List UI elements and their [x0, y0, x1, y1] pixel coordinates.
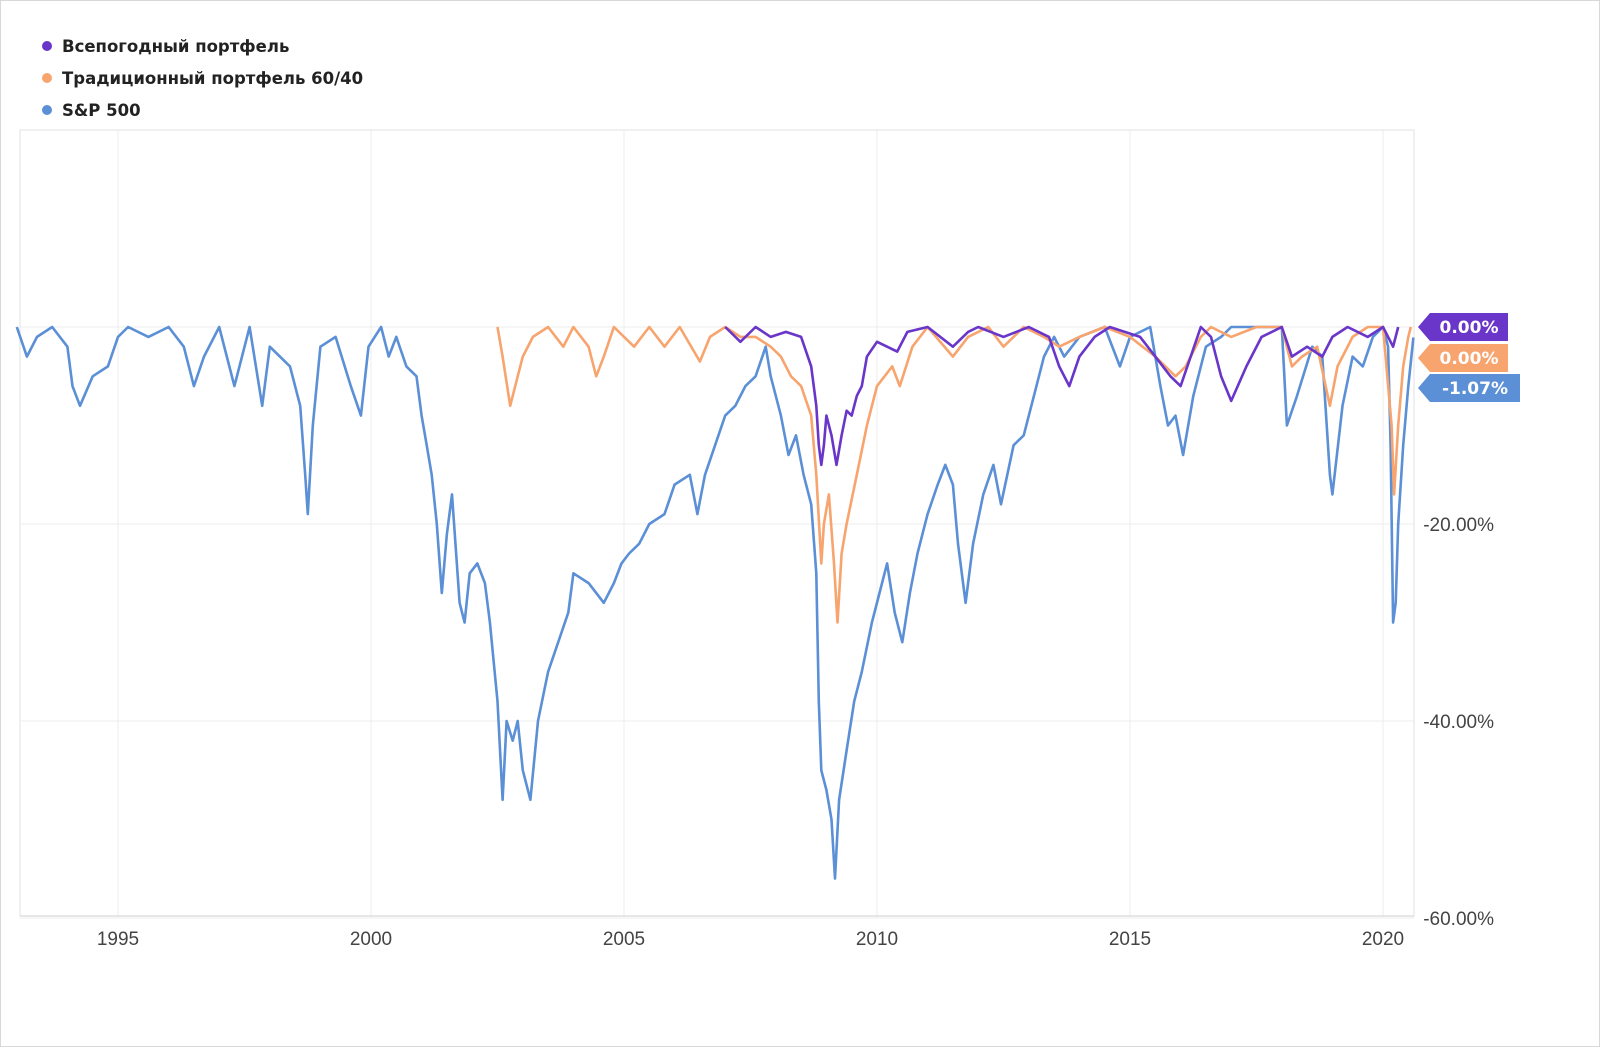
y-tick-label: -20.00% [1423, 515, 1494, 536]
end-badge-sp500 [1418, 374, 1520, 402]
end-badge-label: 0.00% [1440, 318, 1499, 338]
end-badge-label: -1.07% [1442, 379, 1508, 399]
x-tick-label: 2010 [856, 929, 898, 950]
x-tick-label: 2000 [350, 929, 392, 950]
y-tick-label: -60.00% [1423, 909, 1494, 930]
x-tick-label: 2005 [603, 929, 645, 950]
end-badge-all-weather [1418, 313, 1508, 341]
series-line-all-weather [724, 325, 1400, 467]
end-badge-traditional [1418, 344, 1508, 372]
legend-dot-sp500 [42, 105, 52, 115]
plot-area [19, 129, 1415, 917]
legend-label: Всепогодный портфель [62, 36, 290, 56]
legend: Всепогодный портфель Традиционный портфе… [42, 30, 363, 126]
x-tick-label: 2020 [1362, 929, 1404, 950]
series-line-traditional [496, 325, 1413, 624]
legend-label: S&P 500 [62, 100, 141, 120]
legend-label: Традиционный портфель 60/40 [62, 68, 364, 88]
legend-dot-all-weather [42, 41, 52, 51]
legend-dot-traditional [42, 73, 52, 83]
legend-item-traditional[interactable]: Традиционный портфель 60/40 [42, 62, 363, 94]
end-badge-label: 0.00% [1440, 349, 1499, 369]
legend-item-sp500[interactable]: S&P 500 [42, 94, 363, 126]
series-line-sp500 [15, 325, 1415, 880]
x-tick-label: 1995 [97, 929, 139, 950]
y-tick-label: -40.00% [1423, 712, 1494, 733]
legend-item-all-weather[interactable]: Всепогодный портфель [42, 30, 363, 62]
x-tick-label: 2015 [1109, 929, 1151, 950]
